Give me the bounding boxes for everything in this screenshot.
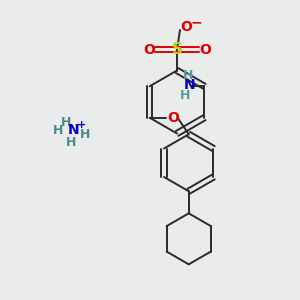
Text: O: O xyxy=(167,111,179,125)
Text: −: − xyxy=(191,16,202,29)
Text: H: H xyxy=(66,136,76,149)
Text: N: N xyxy=(184,78,195,92)
Text: H: H xyxy=(180,89,190,102)
Text: H: H xyxy=(53,124,64,137)
Text: O: O xyxy=(181,20,193,34)
Text: H: H xyxy=(183,69,193,82)
Text: S: S xyxy=(172,42,182,57)
Text: N: N xyxy=(68,124,79,137)
Text: O: O xyxy=(199,43,211,56)
Text: H: H xyxy=(80,128,90,142)
Text: H: H xyxy=(61,116,71,129)
Text: O: O xyxy=(143,43,155,56)
Text: +: + xyxy=(77,119,86,130)
